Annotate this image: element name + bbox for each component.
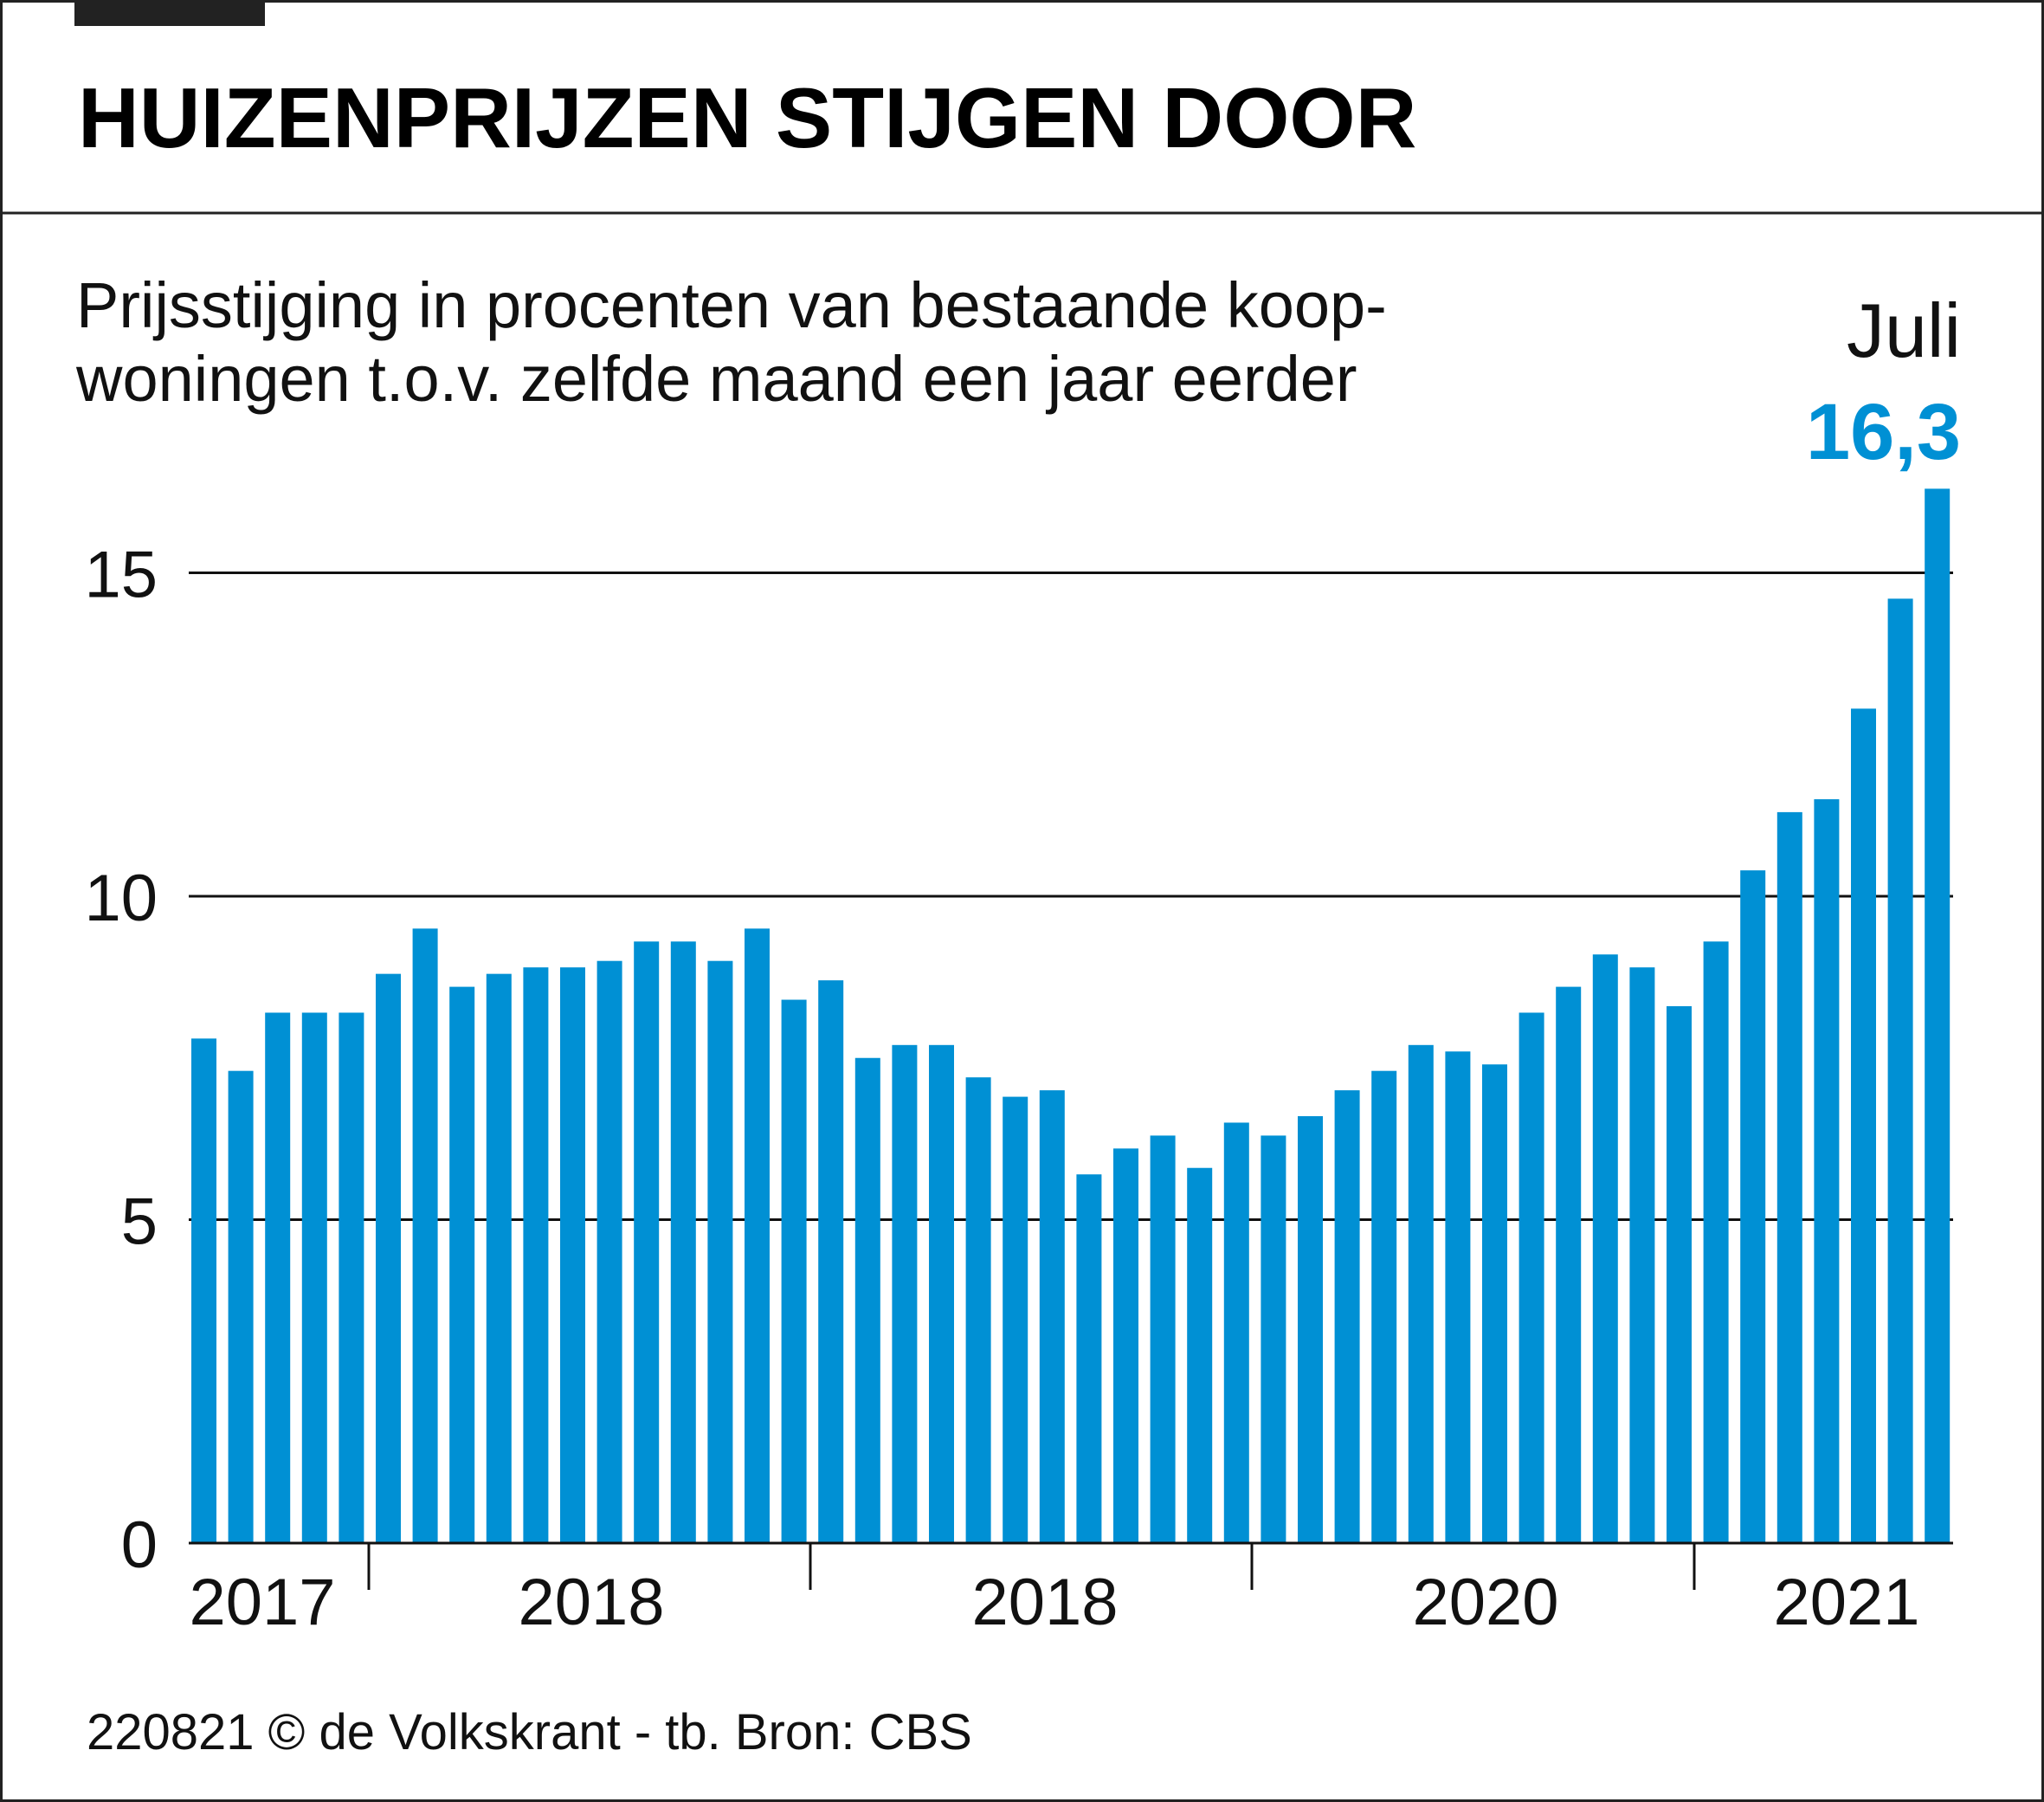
bar	[1629, 967, 1655, 1543]
bar	[707, 960, 733, 1543]
y-tick-label: 0	[121, 1508, 158, 1582]
footer-source: 220821 © de Volkskrant - tb. Bron: CBS	[87, 1704, 972, 1760]
bar	[1703, 941, 1729, 1543]
bar	[1445, 1051, 1471, 1543]
bar	[634, 941, 660, 1543]
bar	[1925, 488, 1951, 1543]
y-tick-label: 5	[121, 1185, 158, 1259]
bar	[1482, 1064, 1507, 1543]
y-tick-label: 10	[84, 862, 158, 935]
highlight-label: Juli	[1847, 287, 1961, 373]
bar	[1667, 1005, 1692, 1543]
bar	[1223, 1122, 1249, 1543]
subtitle-line-2: woningen t.o.v. zelfde maand een jaar ee…	[75, 343, 1357, 415]
bar	[1887, 598, 1913, 1543]
x-tick-label: 2017	[189, 1566, 335, 1639]
subtitle-line-1: Prijsstijging in procenten van bestaande…	[76, 269, 1387, 341]
x-tick-label: 2018	[518, 1566, 664, 1639]
x-tick-label: 2021	[1773, 1566, 1919, 1639]
bar	[1814, 798, 1840, 1543]
bar	[1076, 1174, 1102, 1543]
bar	[376, 973, 401, 1543]
gridlines	[189, 572, 1953, 1221]
bar	[892, 1044, 918, 1543]
bar	[1113, 1148, 1138, 1543]
bar	[1187, 1167, 1213, 1543]
bar	[1261, 1135, 1286, 1543]
highlight-value: 16,3	[1806, 388, 1961, 476]
bar	[1556, 986, 1582, 1543]
bar	[745, 928, 770, 1543]
bar	[1298, 1115, 1323, 1543]
bar	[854, 1057, 880, 1543]
bar	[1592, 954, 1618, 1543]
bar	[412, 928, 438, 1543]
bar	[1740, 870, 1766, 1543]
bar	[1371, 1070, 1397, 1543]
bar	[670, 941, 696, 1543]
bar	[265, 1012, 291, 1543]
bar	[1334, 1090, 1360, 1543]
x-tick-label: 2020	[1412, 1566, 1558, 1639]
bar	[523, 967, 549, 1543]
y-axis: 0 5 10 15	[84, 539, 158, 1583]
bar	[228, 1070, 254, 1543]
y-tick-label: 15	[84, 539, 158, 612]
bar	[486, 973, 512, 1543]
bar	[560, 967, 585, 1543]
chart-title: HUIZENPRIJZEN STIJGEN DOOR	[78, 70, 1416, 165]
bar	[965, 1077, 991, 1543]
bar	[1408, 1044, 1434, 1543]
bar	[339, 1012, 364, 1543]
bar	[191, 1038, 216, 1543]
bar	[1776, 811, 1802, 1543]
header-tab	[74, 0, 265, 26]
bar	[1518, 1012, 1544, 1543]
x-axis: 2017 2018 2018 2020 2021	[189, 1541, 1953, 1639]
bar	[818, 980, 844, 1543]
bar	[1003, 1096, 1028, 1543]
bar	[301, 1012, 327, 1543]
bar	[1851, 708, 1876, 1543]
bar	[449, 986, 475, 1543]
bar	[929, 1044, 954, 1543]
bar	[1039, 1090, 1065, 1543]
bars	[191, 488, 1951, 1543]
bar	[781, 999, 807, 1543]
x-tick-label: 2018	[971, 1566, 1118, 1639]
bar	[596, 960, 622, 1543]
bar	[1150, 1135, 1176, 1543]
